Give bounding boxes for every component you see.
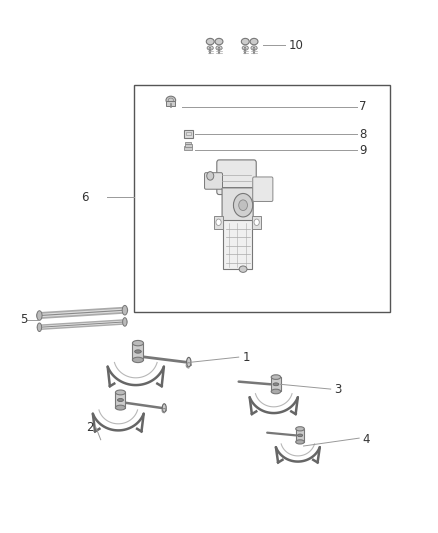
Ellipse shape: [134, 350, 141, 353]
Circle shape: [239, 200, 247, 211]
Bar: [185, 144, 192, 147]
Bar: [271, 377, 281, 391]
Ellipse shape: [116, 405, 125, 410]
Ellipse shape: [166, 96, 176, 104]
Ellipse shape: [206, 38, 214, 45]
Bar: [252, 216, 261, 229]
Ellipse shape: [116, 390, 125, 395]
Bar: [166, 101, 175, 106]
Circle shape: [207, 172, 214, 180]
Bar: [116, 392, 125, 408]
Ellipse shape: [207, 46, 213, 50]
Text: 10: 10: [288, 39, 303, 52]
Bar: [185, 142, 191, 144]
Text: 3: 3: [334, 383, 342, 395]
Text: 6: 6: [81, 191, 88, 204]
Ellipse shape: [162, 404, 166, 413]
Ellipse shape: [132, 357, 144, 362]
Ellipse shape: [122, 305, 127, 315]
Ellipse shape: [132, 341, 144, 346]
Bar: [132, 343, 144, 360]
Ellipse shape: [250, 38, 258, 45]
Bar: [184, 146, 192, 150]
Ellipse shape: [271, 389, 281, 394]
FancyBboxPatch shape: [253, 177, 273, 201]
Text: 4: 4: [363, 433, 370, 446]
Bar: [186, 132, 191, 135]
FancyBboxPatch shape: [222, 188, 253, 223]
Ellipse shape: [241, 38, 249, 45]
Bar: [134, 85, 390, 312]
Ellipse shape: [251, 46, 257, 50]
Text: 7: 7: [359, 100, 367, 113]
Ellipse shape: [297, 434, 303, 437]
Ellipse shape: [37, 311, 42, 320]
Ellipse shape: [117, 399, 124, 401]
FancyBboxPatch shape: [217, 160, 256, 195]
Bar: [214, 216, 223, 229]
Bar: [184, 130, 193, 138]
Ellipse shape: [123, 318, 127, 326]
Text: 2: 2: [86, 422, 94, 434]
Circle shape: [254, 219, 259, 225]
Ellipse shape: [273, 383, 279, 386]
Ellipse shape: [296, 440, 304, 444]
Bar: [223, 220, 252, 269]
Circle shape: [216, 219, 221, 225]
Ellipse shape: [242, 46, 248, 50]
Ellipse shape: [296, 427, 304, 431]
Ellipse shape: [187, 357, 191, 367]
Ellipse shape: [271, 375, 281, 379]
Text: 9: 9: [359, 144, 367, 157]
Ellipse shape: [239, 266, 247, 272]
Text: 5: 5: [20, 313, 27, 326]
Ellipse shape: [215, 38, 223, 45]
Circle shape: [233, 193, 253, 217]
FancyBboxPatch shape: [205, 173, 223, 189]
Ellipse shape: [216, 46, 222, 50]
Ellipse shape: [37, 323, 42, 332]
Text: 8: 8: [359, 128, 367, 141]
Bar: [296, 429, 304, 442]
Text: 1: 1: [243, 351, 251, 364]
